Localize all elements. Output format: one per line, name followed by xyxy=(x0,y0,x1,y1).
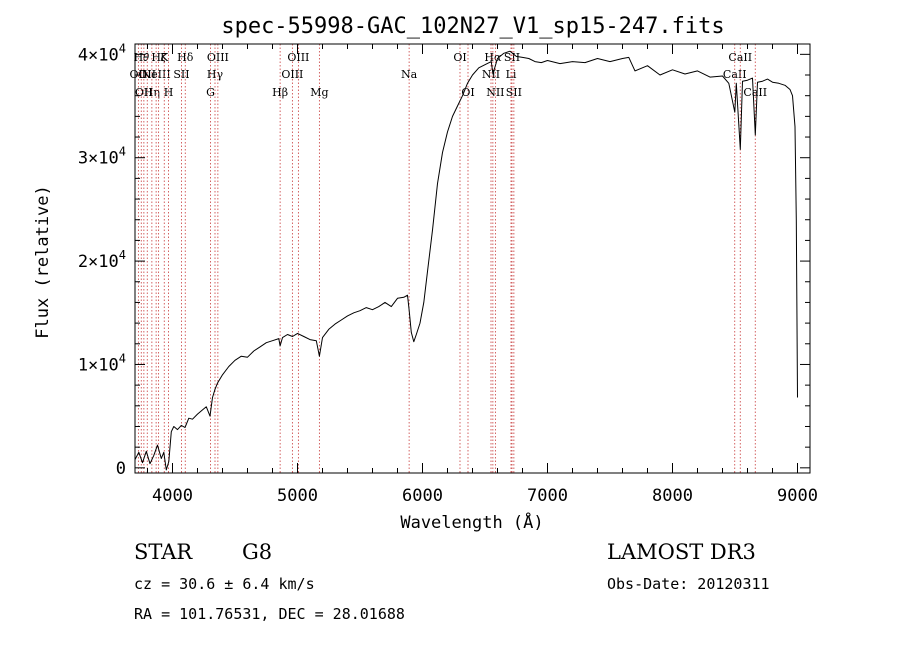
plot-frame xyxy=(134,43,811,474)
x-tick-label-1: 5000 xyxy=(277,486,318,506)
line-label-23: NII xyxy=(486,86,504,99)
line-label-0: OII xyxy=(130,68,148,81)
y-tick-label-3: 3×104 xyxy=(78,145,126,169)
line-label-22: Hα xyxy=(484,51,502,64)
line-label-28: CaII xyxy=(728,51,752,64)
line-label-7: K xyxy=(160,51,169,64)
redshift-cz: cz = 30.6 ± 6.4 km/s xyxy=(134,575,315,593)
y-tick-exponent: 4 xyxy=(119,248,126,262)
line-label-8: H xyxy=(164,86,174,99)
line-label-9: SII xyxy=(173,68,189,81)
plot-axes: 4000 5000 6000 7000 8000 900001×1042×1043×104… xyxy=(78,41,818,506)
y-tick-exponent: 4 xyxy=(119,41,126,55)
line-label-15: OIII xyxy=(281,68,303,81)
y-tick-mantissa: 1×10 xyxy=(78,355,119,375)
x-tick-label-3: 7000 xyxy=(527,486,568,506)
line-label-19: OI xyxy=(453,51,466,64)
y-tick-label-2: 2×104 xyxy=(78,248,126,272)
line-label-6: H𝜁 xyxy=(151,51,167,64)
line-label-17: Mg xyxy=(310,86,328,99)
observation-date: Obs-Date: 20120311 xyxy=(607,575,770,593)
object-subclass: G8 xyxy=(242,540,272,564)
line-label-14: Hβ xyxy=(272,86,288,99)
line-label-24: Li xyxy=(506,68,517,81)
y-tick-mantissa: 3×10 xyxy=(78,149,119,169)
line-label-12: Hγ xyxy=(207,68,224,81)
y-axis-label: Flux (relative) xyxy=(33,185,53,339)
x-tick-label-0: 4000 xyxy=(152,486,193,506)
x-axis-label: Wavelength (Å) xyxy=(400,511,543,533)
line-label-3: OII xyxy=(138,68,156,81)
spectral-line-markers: OIIH𝜃OIIOIIHηNeIIIH𝜁KHSIIHδGHγOIIIHβOIII… xyxy=(130,44,767,473)
line-label-25: SII xyxy=(504,51,520,64)
line-label-5: NeIII xyxy=(142,68,171,81)
line-label-10: Hδ xyxy=(177,51,194,64)
line-label-13: OIII xyxy=(207,51,229,64)
object-class: STAR xyxy=(134,540,193,564)
y-tick-mantissa: 4×10 xyxy=(78,45,119,65)
line-label-18: Na xyxy=(401,68,418,81)
y-tick-exponent: 4 xyxy=(119,351,126,365)
line-label-27: CaII xyxy=(723,68,747,81)
series-flux xyxy=(134,50,798,471)
line-label-4: Hη xyxy=(144,86,160,99)
line-label-16: OIII xyxy=(287,51,309,64)
line-label-29: CaII xyxy=(743,86,767,99)
survey-name: LAMOST DR3 xyxy=(607,540,756,564)
x-tick-label-4: 8000 xyxy=(652,486,693,506)
y-tick-label-0: 0 xyxy=(116,459,126,479)
line-label-21: NII xyxy=(482,68,500,81)
x-tick-label-2: 6000 xyxy=(402,486,443,506)
y-tick-mantissa: 0 xyxy=(116,459,126,479)
spectrum-series xyxy=(134,50,798,471)
line-label-26: SII xyxy=(506,86,522,99)
chart-title: spec-55998-GAC_102N27_V1_sp15-247.fits xyxy=(221,14,724,39)
y-tick-mantissa: 2×10 xyxy=(78,252,119,272)
x-tick-label-5: 9000 xyxy=(777,486,818,506)
y-tick-exponent: 4 xyxy=(119,145,126,159)
y-tick-label-1: 1×104 xyxy=(78,351,126,375)
ra-dec: RA = 101.76531, DEC = 28.01688 xyxy=(134,605,405,623)
y-tick-label-4: 4×104 xyxy=(78,41,126,65)
line-label-11: G xyxy=(206,86,215,99)
